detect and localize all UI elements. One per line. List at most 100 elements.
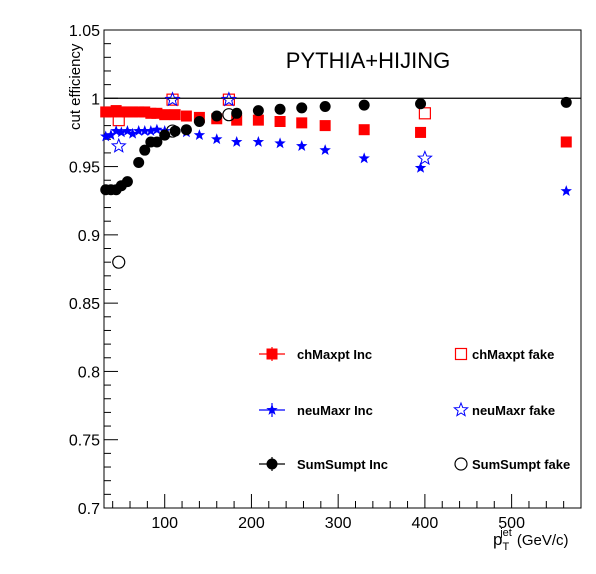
data-point [127,106,139,118]
x-tick-label: 100 [151,515,178,532]
x-tick-label: 400 [412,515,439,532]
data-point [166,93,179,106]
x-axis-label: pTjet (GeV/c) [493,527,569,553]
y-tick-label: 0.9 [78,228,100,245]
legend-marker [266,348,278,360]
data-point [105,129,117,141]
data-point [151,107,163,119]
data-point [100,130,112,142]
data-point [319,100,331,112]
x-axis-label-sub: T [502,541,509,553]
data-point [180,124,192,136]
data-point [180,110,192,122]
data-point [319,120,331,132]
data-point [169,109,181,121]
data-point [222,93,235,106]
legend-label: SumSumpt fake [472,457,570,472]
data-point [132,125,145,136]
data-point [358,124,370,136]
series-sumsumpt-fake [112,108,236,269]
data-point [151,123,163,135]
legend-marker [266,458,278,470]
x-axis-label-main: p [493,530,502,549]
y-axis-label: cut efficiency [67,43,84,130]
legend-label: chMaxpt fake [472,347,554,362]
data-point [112,255,126,269]
data-point [415,98,427,110]
series-chmaxpt-fake [112,93,431,127]
data-point [139,106,151,118]
data-point [145,125,157,136]
data-point [252,105,264,117]
y-tick-label: 0.75 [69,433,100,450]
data-point [115,106,127,118]
data-point [418,107,431,120]
legend-label: neuMaxr fake [472,403,555,418]
data-point [159,129,171,141]
series-neumaxr-inc [100,123,572,197]
plot-frame [103,29,582,509]
legend-label: chMaxpt Inc [297,347,372,362]
data-point [296,102,308,114]
data-point [252,114,264,126]
x-tick-label: 500 [498,515,525,532]
y-tick-label: 1 [91,91,100,108]
x-axis-label-unit: (GeV/c) [517,532,569,549]
legend-marker [453,401,469,417]
data-point [126,127,139,139]
legend-marker [454,347,468,361]
data-point [560,136,572,148]
data-point [211,110,223,122]
data-point [560,185,572,197]
data-point [121,125,134,136]
data-point [110,125,122,136]
data-point [165,124,180,138]
data-point [274,103,286,115]
chart-title: PYTHIA+HIJING [286,48,450,73]
data-point [112,114,125,127]
data-point [231,114,243,126]
data-point [274,116,286,128]
series-neumaxr-fake [110,91,433,166]
data-point [145,107,157,119]
data-point [414,161,427,173]
data-point [193,116,205,128]
data-point [319,144,331,156]
y-tick-label: 0.7 [78,501,100,518]
data-point [193,129,206,141]
legend-marker [454,457,468,471]
data-point [139,125,151,136]
legend-entry: neuMaxr Inc [259,403,373,418]
data-point [139,144,151,156]
data-point [296,140,308,151]
data-point [274,137,286,149]
legend-marker [266,404,278,415]
y-tick-label: 0.8 [78,364,100,381]
data-point [159,109,171,121]
data-point [133,106,145,118]
x-axis-label-sup: jet [499,527,512,539]
data-point [211,133,223,145]
legend-entry: chMaxpt fake [454,347,554,362]
legend-entry: neuMaxr fake [453,401,555,418]
data-point [358,152,370,164]
data-point [560,96,572,108]
data-point [164,91,181,107]
data-point [121,176,133,188]
legend-label: SumSumpt Inc [297,457,388,472]
data-point [415,126,427,138]
data-point [115,126,128,138]
data-point [220,91,237,107]
y-tick-label: 1.05 [69,23,100,40]
data-point [296,117,308,129]
data-point [110,137,127,153]
data-point [133,156,145,168]
y-tick-label: 0.85 [69,296,100,313]
data-point [252,135,265,147]
data-point [151,136,163,148]
series-chmaxpt-inc [100,105,572,148]
x-tick-label: 200 [238,515,265,532]
data-point [222,108,236,122]
legend-label: neuMaxr Inc [297,403,373,418]
